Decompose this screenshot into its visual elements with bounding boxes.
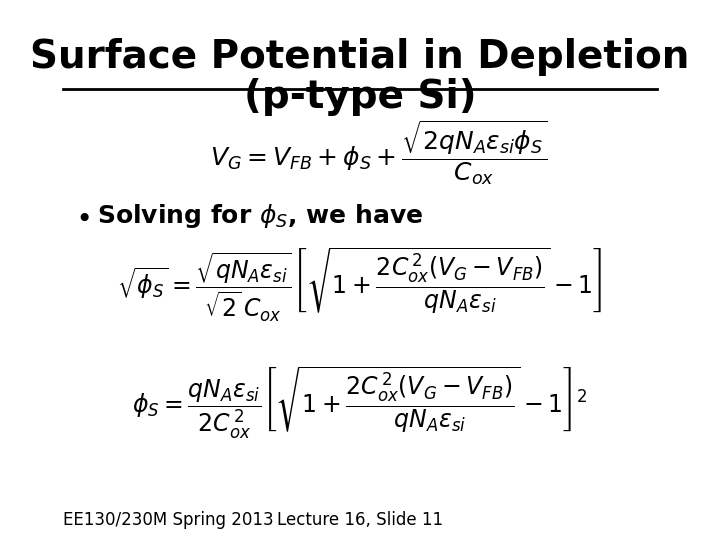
Text: Solving for $\phi_S$, we have: Solving for $\phi_S$, we have <box>97 202 423 230</box>
Text: Surface Potential in Depletion: Surface Potential in Depletion <box>30 38 690 76</box>
Text: EE130/230M Spring 2013: EE130/230M Spring 2013 <box>63 511 274 529</box>
Text: Lecture 16, Slide 11: Lecture 16, Slide 11 <box>277 511 443 529</box>
Text: (p-type Si): (p-type Si) <box>243 78 477 116</box>
Text: $\phi_S = \dfrac{qN_A\varepsilon_{si}}{2C_{ox}^{\,2}} \left[\sqrt{1 + \dfrac{2C_: $\phi_S = \dfrac{qN_A\varepsilon_{si}}{2… <box>132 364 588 441</box>
Text: $\bullet$: $\bullet$ <box>76 202 90 231</box>
Text: $\sqrt{\phi_S} = \dfrac{\sqrt{qN_A\varepsilon_{si}}}{\sqrt{2}\,C_{ox}} \left[\sq: $\sqrt{\phi_S} = \dfrac{\sqrt{qN_A\varep… <box>117 246 603 324</box>
Text: $V_G = V_{FB} + \phi_S + \dfrac{\sqrt{2qN_A\varepsilon_{si}\phi_S}}{C_{ox}}$: $V_G = V_{FB} + \phi_S + \dfrac{\sqrt{2q… <box>210 119 547 187</box>
